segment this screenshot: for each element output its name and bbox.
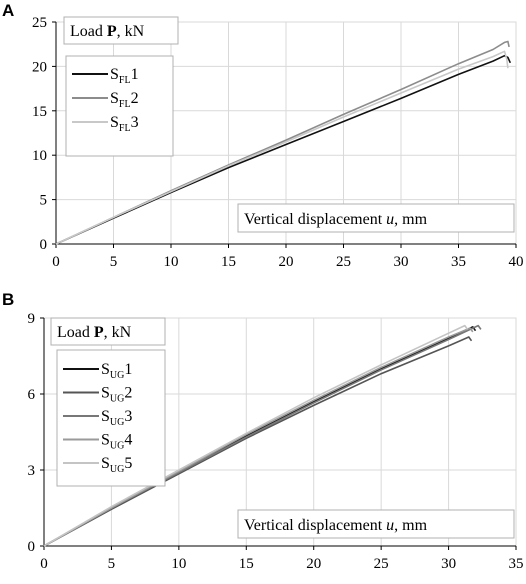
legend-label: SFL3 <box>110 114 139 134</box>
y-tick-label: 10 <box>32 148 47 164</box>
xlabel-box-a: Vertical displacement u, mm <box>237 203 515 233</box>
x-tick-label: 0 <box>40 556 48 572</box>
ylabel-box-b: Load P, kN <box>50 317 166 346</box>
x-tick-label: 10 <box>164 254 179 270</box>
x-tick-label: 35 <box>451 254 466 270</box>
axes-b: 0 5 10 15 20 25 30 35 0 3 6 9 <box>28 311 524 572</box>
x-tick-label: 0 <box>52 254 60 270</box>
y-tick-label: 25 <box>32 15 47 31</box>
x-tick-label: 30 <box>394 254 409 270</box>
legend-label: SUG2 <box>101 385 132 405</box>
y-tick-label: 0 <box>40 237 48 253</box>
x-tick-label: 25 <box>374 556 389 572</box>
x-tick-label: 5 <box>108 556 116 572</box>
legend-label: SFL1 <box>110 66 139 86</box>
panel-letter-a: A <box>2 1 14 20</box>
ylabel-b: Load P, kN <box>57 324 132 341</box>
ylabel-a: Load P, kN <box>70 23 145 40</box>
legend-label: SUG1 <box>101 361 132 381</box>
legend-label: SUG3 <box>101 408 132 428</box>
x-tick-label: 25 <box>336 254 351 270</box>
y-tick-label: 9 <box>28 311 36 327</box>
y-tick-label: 20 <box>32 59 47 75</box>
xlabel-a: Vertical displacement u, mm <box>244 211 428 228</box>
series-line-ug5 <box>43 324 469 547</box>
series-line-fl3 <box>55 50 509 245</box>
x-tick-label: 30 <box>441 556 456 572</box>
x-tick-label: 35 <box>509 556 524 572</box>
y-tick-label: 6 <box>28 387 36 403</box>
x-tick-label: 40 <box>509 254 524 270</box>
legend-a: SFL1 SFL2 SFL3 <box>65 55 174 157</box>
ylabel-box-a: Load P, kN <box>63 16 179 45</box>
series-line-ug4 <box>43 327 474 547</box>
x-tick-label: 5 <box>110 254 118 270</box>
x-tick-label: 20 <box>306 556 321 572</box>
series-line-ug2 <box>43 336 473 547</box>
x-tick-label: 10 <box>171 556 186 572</box>
legend-b: SUG1 SUG2 SUG3 SUG4 SUG5 <box>56 349 166 487</box>
x-tick-label: 20 <box>279 254 294 270</box>
y-tick-label: 0 <box>28 539 36 555</box>
xlabel-b: Vertical displacement u, mm <box>244 517 428 534</box>
x-tick-label: 15 <box>239 556 254 572</box>
series-group-b <box>43 324 482 547</box>
y-tick-label: 15 <box>32 104 47 120</box>
xlabel-box-b: Vertical displacement u, mm <box>237 509 515 539</box>
x-tick-label: 15 <box>221 254 236 270</box>
y-tick-label: 5 <box>40 193 48 209</box>
axes-a: 0 5 10 15 20 25 30 35 40 0 5 10 15 20 25 <box>32 15 524 270</box>
legend-label: SUG5 <box>101 455 132 475</box>
panel-letter-b: B <box>2 290 14 309</box>
chart-panel-b: B 0 5 10 15 20 25 30 35 0 3 6 9 Load P, kN SUG1 SUG2… <box>2 290 524 572</box>
legend-label: SFL2 <box>110 90 139 110</box>
legend-label: SUG4 <box>101 432 132 452</box>
y-tick-label: 3 <box>28 463 36 479</box>
series-group-a <box>55 40 512 245</box>
